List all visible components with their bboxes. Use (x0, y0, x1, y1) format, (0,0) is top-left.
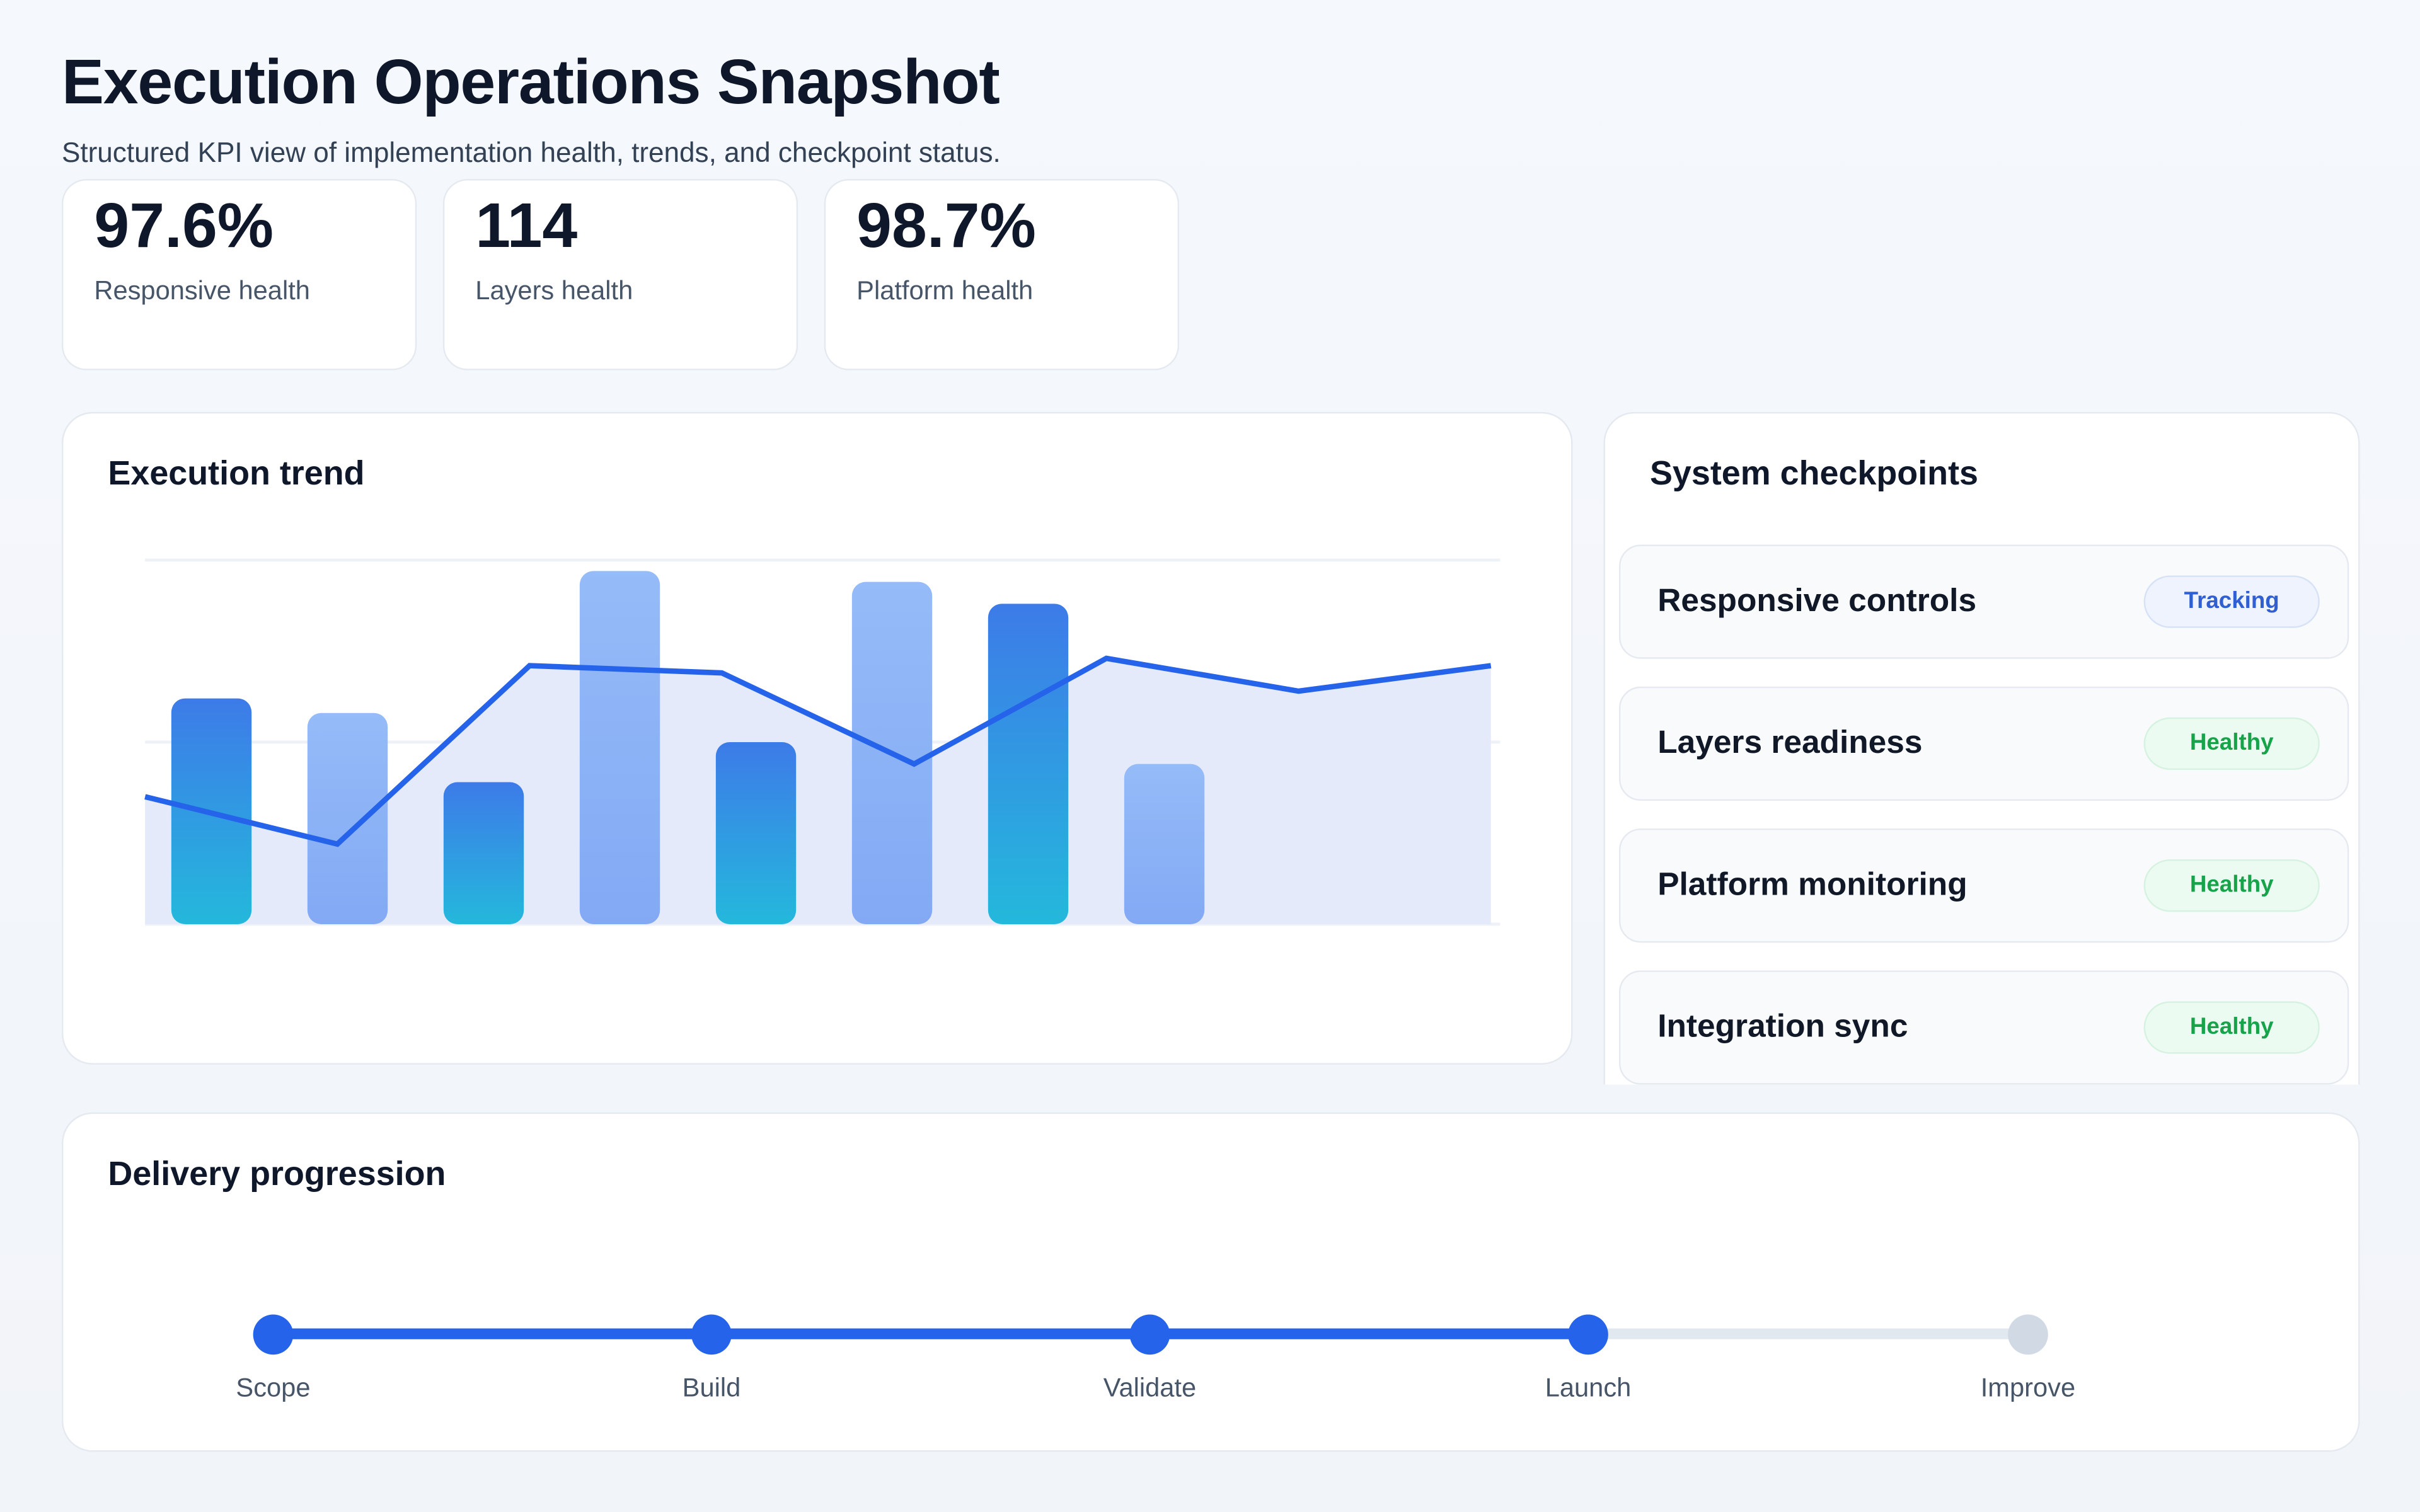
status-badge: Tracking (2143, 575, 2320, 628)
checkpoint-item[interactable]: Responsive controls Tracking (1618, 544, 2349, 659)
kpi-label: Layers health (475, 276, 633, 306)
step-dot[interactable] (1568, 1314, 1608, 1355)
step-label: Launch (1545, 1373, 1632, 1403)
step-dot[interactable] (253, 1314, 294, 1355)
kpi-card-layers: 114 Layers health (442, 179, 798, 370)
checkpoint-name: Layers readiness (1657, 725, 1923, 761)
kpi-value: 97.6% (94, 190, 274, 261)
step-dot[interactable] (2008, 1314, 2048, 1355)
kpi-card-platform: 98.7% Platform health (824, 179, 1180, 370)
checkpoint-name: Platform monitoring (1657, 867, 1968, 903)
step-dot[interactable] (691, 1314, 732, 1355)
status-badge: Healthy (2143, 859, 2320, 912)
bar (715, 742, 797, 924)
status-badge: Healthy (2143, 1001, 2320, 1054)
step-label: Build (682, 1373, 741, 1403)
page-title: Execution Operations Snapshot (61, 46, 1000, 118)
progress-fill (273, 1328, 1589, 1339)
kpi-label: Platform health (856, 276, 1034, 306)
card-title: Delivery progression (108, 1154, 446, 1193)
step-label: Scope (236, 1373, 311, 1403)
trend-line (144, 655, 1492, 847)
step-label: Improve (1980, 1373, 2076, 1403)
checkpoint-item[interactable]: Layers readiness Healthy (1618, 686, 2349, 801)
card-title: Execution trend (108, 454, 365, 493)
execution-trend-chart (144, 558, 1501, 926)
kpi-value: 114 (475, 190, 578, 261)
bar (443, 782, 524, 924)
checkpoint-name: Integration sync (1657, 1009, 1908, 1045)
kpi-label: Responsive health (94, 276, 310, 306)
bar (307, 713, 388, 924)
kpi-card-responsive: 97.6% Responsive health (61, 179, 417, 370)
card-title: System checkpoints (1649, 454, 1978, 493)
bar (1124, 764, 1205, 924)
kpi-value: 98.7% (856, 190, 1036, 261)
checkpoint-name: Responsive controls (1657, 583, 1977, 619)
system-checkpoints-card: System checkpoints Responsive controls Tr… (1603, 411, 2360, 1085)
bar (988, 604, 1069, 924)
status-badge: Healthy (2143, 717, 2320, 770)
execution-trend-card: Execution trend (61, 411, 1573, 1065)
step-label: Validate (1103, 1373, 1197, 1403)
bar (579, 571, 660, 924)
checkpoint-item[interactable]: Integration sync Healthy (1618, 970, 2349, 1085)
checkpoint-item[interactable]: Platform monitoring Healthy (1618, 828, 2349, 943)
page-subtitle: Structured KPI view of implementation he… (61, 137, 1001, 168)
delivery-progression-card: Delivery progression Scope Build Validate L… (61, 1112, 2360, 1452)
step-dot[interactable] (1129, 1314, 1170, 1355)
